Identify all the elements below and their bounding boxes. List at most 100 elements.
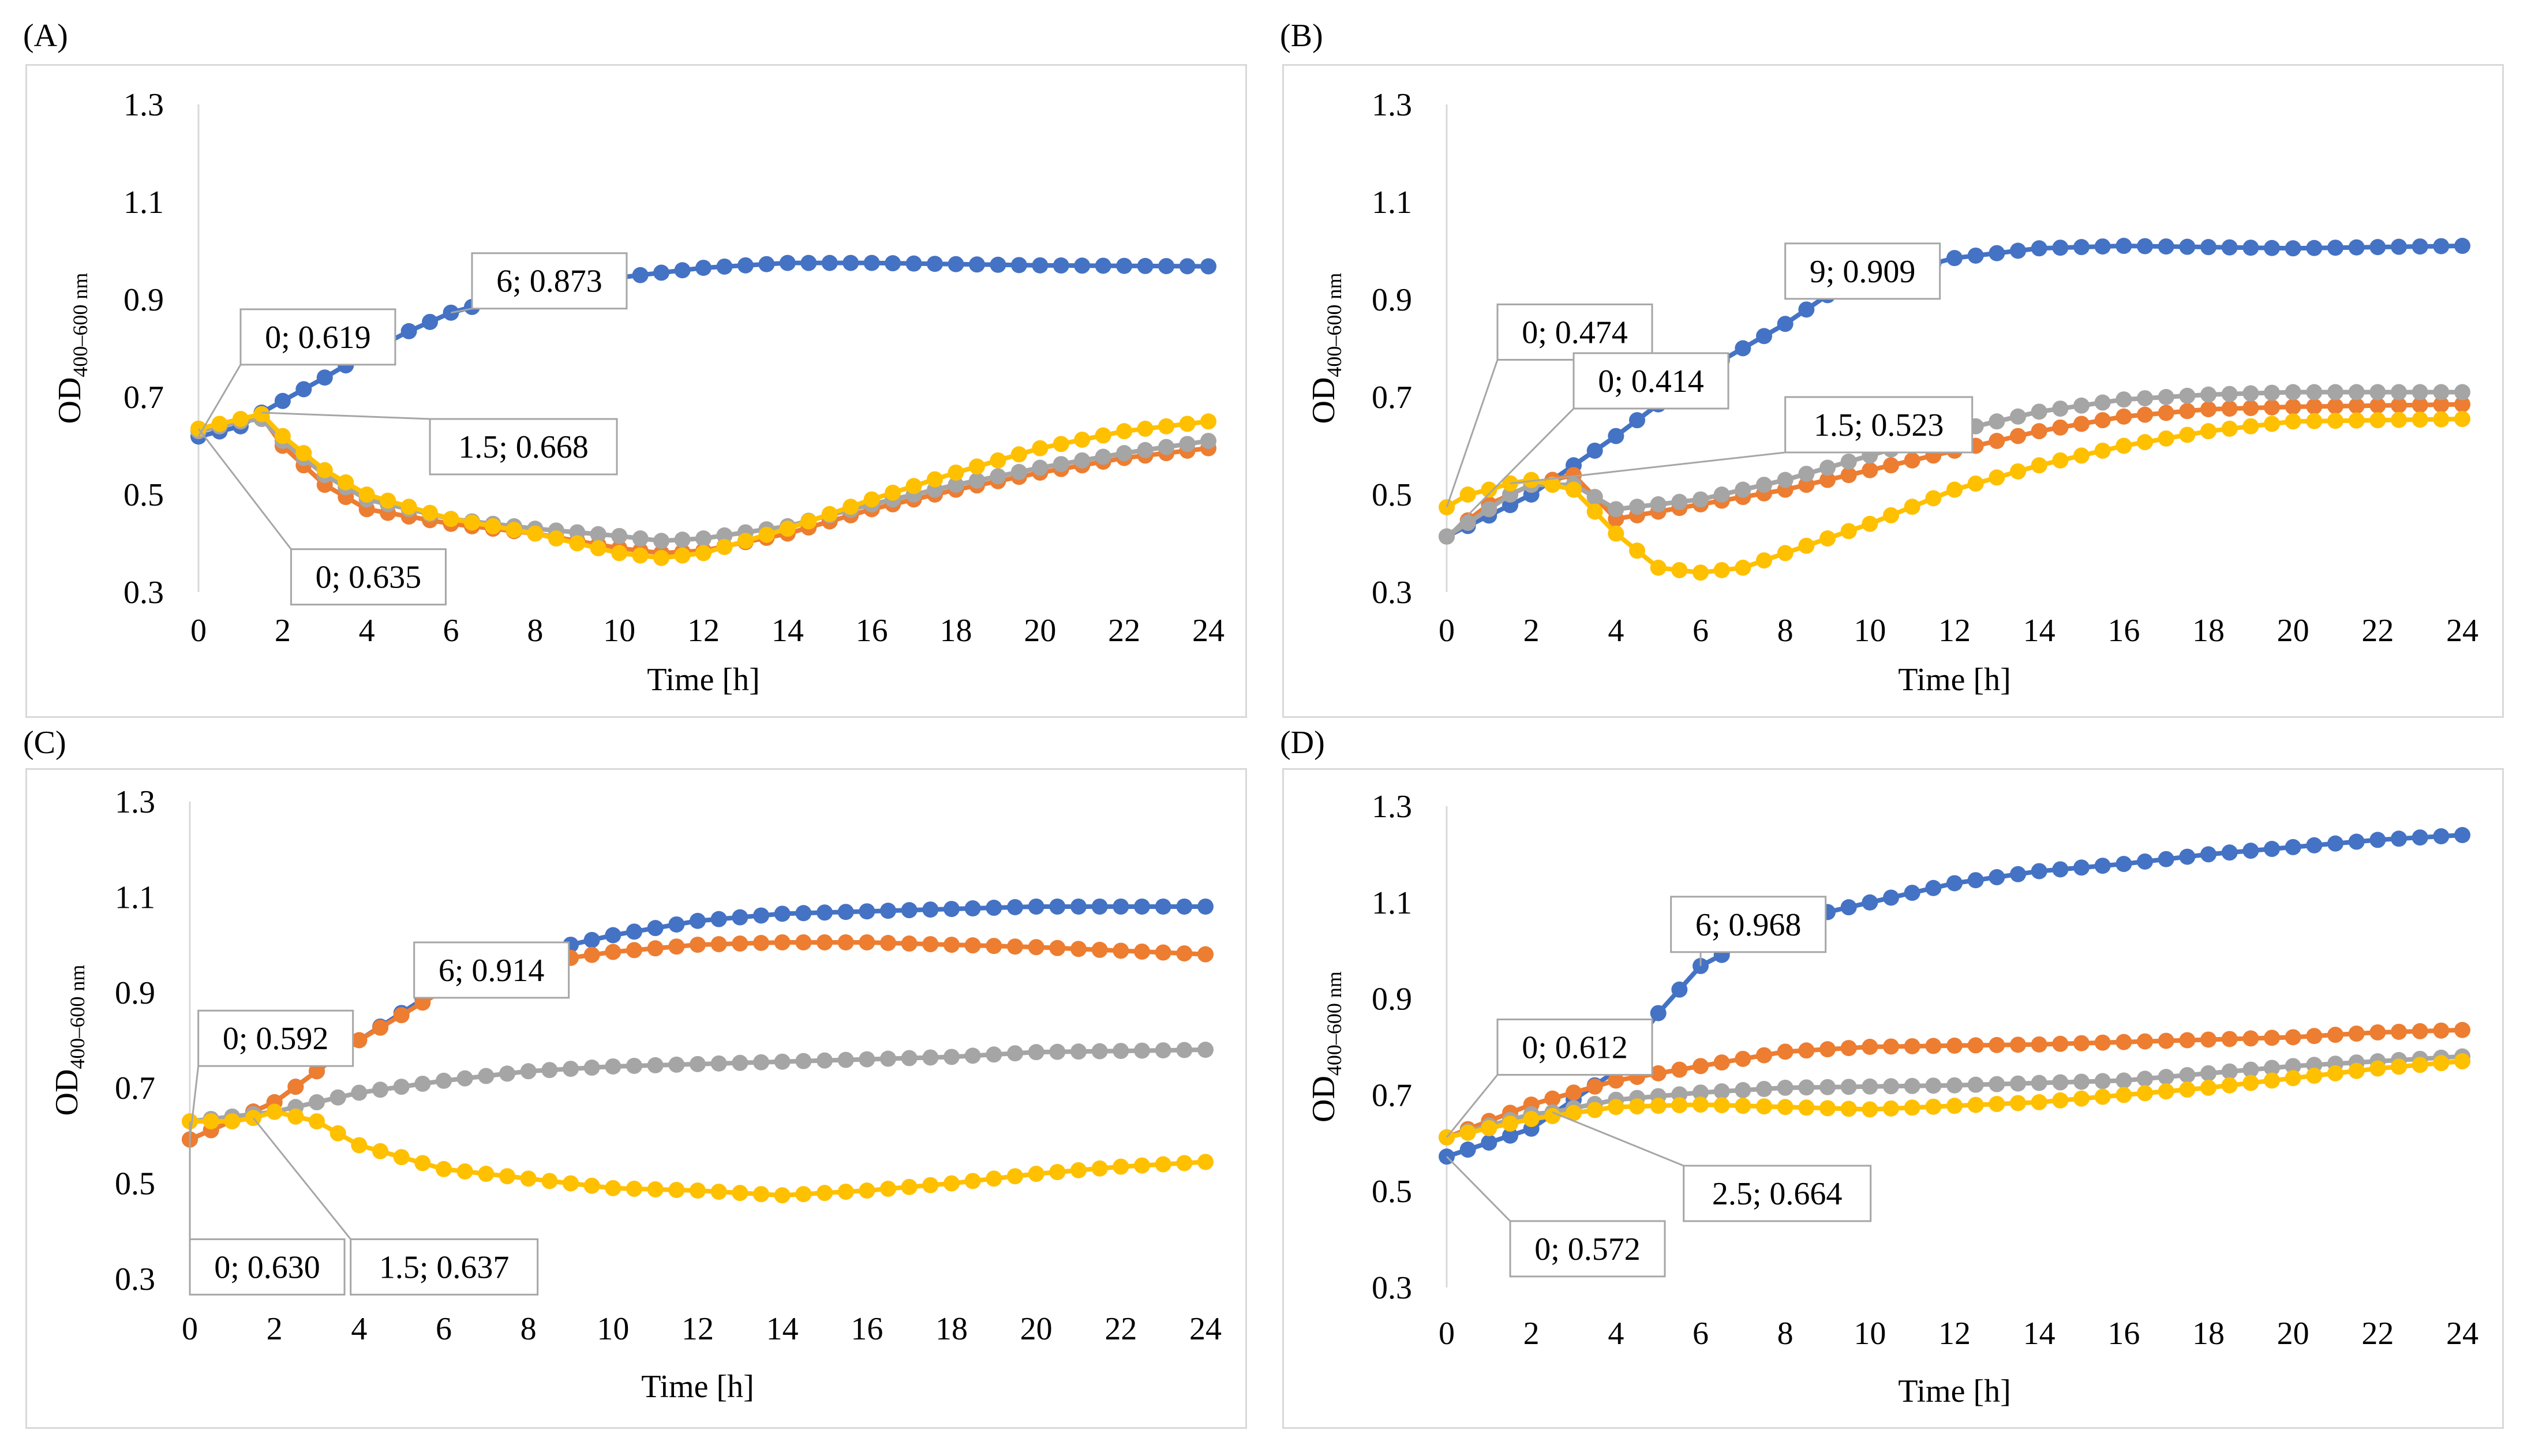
- data-point: [626, 1057, 642, 1074]
- data-point: [2116, 1034, 2132, 1050]
- x-tick-label: 22: [2361, 613, 2394, 649]
- data-point: [422, 504, 439, 521]
- annotation-box: [1784, 396, 1974, 454]
- series-yellow: [1439, 1053, 2470, 1146]
- data-point: [2073, 447, 2090, 464]
- x-tick-label: 12: [1938, 1316, 1971, 1352]
- y-axis-title-main: OD: [1306, 377, 1342, 424]
- data-point: [885, 255, 901, 272]
- data-point: [1883, 457, 1899, 474]
- data-point: [2327, 413, 2343, 429]
- data-point: [1819, 1079, 1836, 1095]
- data-point: [1798, 537, 1815, 554]
- data-point: [1904, 1038, 1920, 1054]
- data-point: [2179, 426, 2196, 443]
- data-point: [1862, 462, 1878, 478]
- data-point: [2052, 1035, 2069, 1052]
- data-point: [2158, 389, 2174, 405]
- data-point: [1989, 1036, 2005, 1053]
- data-point: [843, 254, 859, 271]
- data-point: [351, 1032, 368, 1049]
- data-point: [1134, 1157, 1150, 1174]
- annotation-box: [1784, 242, 1941, 300]
- data-point: [1007, 899, 1023, 915]
- x-tick-label: 0: [1439, 613, 1455, 649]
- data-point: [1756, 1080, 1772, 1097]
- data-point: [647, 1057, 664, 1073]
- y-tick-label: 0.7: [1372, 1077, 1412, 1113]
- x-tick-label: 2: [1523, 613, 1540, 649]
- x-tick-label: 8: [521, 1311, 537, 1347]
- data-point: [674, 547, 691, 564]
- data-point: [1629, 1098, 1645, 1115]
- data-point: [2221, 1031, 2238, 1047]
- annotation-box: [1496, 1018, 1653, 1076]
- data-point: [2412, 1023, 2428, 1039]
- data-point: [674, 532, 691, 548]
- data-point: [901, 902, 918, 919]
- x-tick-label: 0: [190, 613, 207, 649]
- data-point: [1053, 257, 1069, 274]
- data-point: [948, 256, 964, 272]
- data-point: [668, 1181, 685, 1198]
- data-point: [1459, 1124, 1476, 1141]
- data-point: [1459, 1141, 1476, 1158]
- data-point: [527, 525, 544, 542]
- data-point: [2137, 434, 2153, 451]
- data-point: [1028, 1166, 1044, 1182]
- data-point: [1989, 413, 2005, 430]
- y-axis-title: OD400–600 nm: [1306, 273, 1346, 424]
- data-point: [2264, 841, 2280, 858]
- data-point: [1134, 898, 1150, 915]
- x-tick-label: 18: [935, 1311, 968, 1347]
- data-point: [2200, 1079, 2217, 1096]
- data-point: [2073, 1035, 2090, 1051]
- y-axis-title-subscript: 400–600 nm: [1323, 971, 1346, 1076]
- data-point: [1883, 1078, 1899, 1095]
- data-point: [2412, 396, 2428, 413]
- data-point: [1197, 1154, 1214, 1170]
- data-point: [1049, 1043, 1066, 1060]
- data-point: [647, 1181, 664, 1197]
- data-point: [2116, 437, 2132, 454]
- data-point: [2242, 1030, 2259, 1047]
- data-point: [1862, 1039, 1878, 1055]
- data-point: [880, 1180, 896, 1197]
- data-point: [1756, 1098, 1772, 1115]
- annotation-label: 0; 0.635: [316, 560, 422, 596]
- data-point: [541, 1062, 558, 1079]
- y-tick-label: 1.3: [115, 784, 155, 820]
- x-tick-label: 6: [443, 613, 459, 649]
- y-tick-label: 1.1: [123, 185, 164, 220]
- data-point: [1946, 250, 1963, 267]
- data-point: [2412, 384, 2428, 401]
- data-point: [2433, 1055, 2450, 1072]
- data-point: [1862, 1078, 1878, 1095]
- data-point: [2306, 398, 2323, 415]
- data-point: [986, 1046, 1002, 1063]
- data-point: [1200, 258, 1216, 275]
- data-point: [710, 1055, 727, 1072]
- x-tick-label: 10: [1854, 613, 1886, 649]
- chart-panel-c: [25, 768, 1247, 1429]
- data-point: [632, 547, 649, 564]
- data-point: [1840, 453, 1857, 470]
- data-point: [1502, 1116, 1518, 1132]
- data-point: [1481, 1120, 1497, 1136]
- data-point: [1032, 459, 1049, 476]
- chart-svg-a: 0.30.50.70.91.11.30 2 4 6 8 10 12 14 16 18 20 22 24T…: [52, 87, 1225, 698]
- y-tick-label: 1.3: [1372, 789, 1412, 825]
- annotation-label: 0; 0.630: [214, 1249, 320, 1285]
- data-point: [2137, 238, 2153, 254]
- data-point: [2369, 832, 2386, 848]
- data-point: [2348, 398, 2365, 414]
- data-point: [1116, 445, 1133, 462]
- data-point: [732, 1185, 748, 1202]
- data-point: [2116, 1087, 2132, 1103]
- data-point: [674, 262, 691, 279]
- data-point: [590, 540, 606, 556]
- data-point: [1671, 981, 1688, 998]
- data-point: [1840, 467, 1857, 484]
- data-point: [964, 1047, 981, 1064]
- data-point: [2391, 1058, 2407, 1075]
